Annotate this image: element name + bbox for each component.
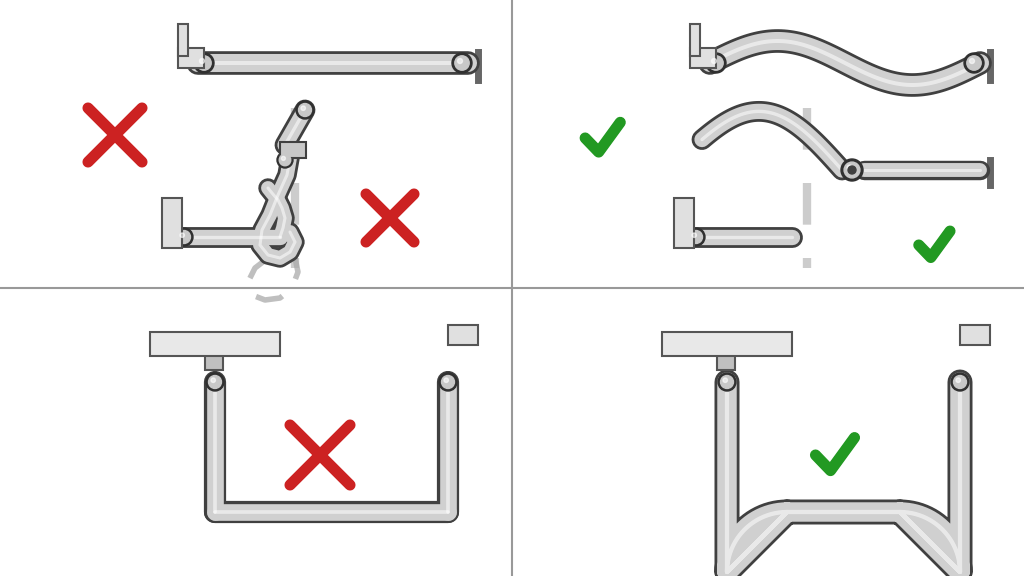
FancyBboxPatch shape [717,355,735,370]
Circle shape [200,59,205,63]
FancyBboxPatch shape [280,142,306,158]
Circle shape [278,152,293,168]
Circle shape [970,59,975,63]
FancyBboxPatch shape [449,325,478,345]
Circle shape [206,373,224,391]
Circle shape [712,59,717,63]
Circle shape [689,230,702,244]
Circle shape [967,56,981,70]
FancyBboxPatch shape [690,48,716,68]
Circle shape [209,376,221,388]
FancyBboxPatch shape [178,48,204,68]
Circle shape [964,53,984,73]
FancyBboxPatch shape [205,355,223,370]
Circle shape [721,376,733,388]
Circle shape [180,233,184,237]
Circle shape [841,159,863,181]
Circle shape [211,378,215,382]
Circle shape [848,166,856,174]
Circle shape [718,373,736,391]
Circle shape [956,378,961,382]
Circle shape [951,373,969,391]
Circle shape [280,154,291,166]
FancyBboxPatch shape [162,198,182,248]
Circle shape [706,53,726,73]
Circle shape [458,59,463,63]
Circle shape [444,378,449,382]
FancyBboxPatch shape [961,325,990,345]
Circle shape [299,104,311,116]
Circle shape [723,378,727,382]
Circle shape [847,165,853,170]
Circle shape [844,162,860,178]
Circle shape [452,53,472,73]
Circle shape [953,376,967,388]
Circle shape [177,230,190,244]
Circle shape [282,157,286,160]
Circle shape [301,106,305,111]
FancyBboxPatch shape [690,24,700,56]
Circle shape [692,233,696,237]
Circle shape [709,56,723,70]
Circle shape [197,56,211,70]
FancyBboxPatch shape [674,198,694,248]
FancyBboxPatch shape [178,24,188,56]
Circle shape [296,101,314,119]
Circle shape [441,376,455,388]
FancyBboxPatch shape [662,332,792,356]
Circle shape [687,228,705,246]
Circle shape [439,373,457,391]
Circle shape [194,53,214,73]
Circle shape [175,228,193,246]
FancyBboxPatch shape [150,332,280,356]
Circle shape [455,56,469,70]
